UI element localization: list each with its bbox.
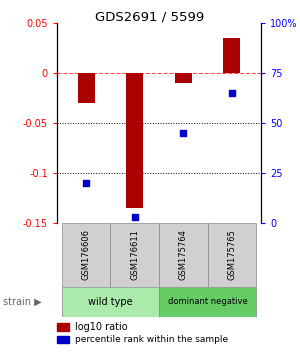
Bar	[62, 223, 110, 287]
Text: dominant negative: dominant negative	[168, 297, 248, 306]
Point	[132, 214, 137, 220]
Text: GDS2691 / 5599: GDS2691 / 5599	[95, 11, 205, 24]
Bar	[57, 323, 69, 331]
Bar	[110, 223, 159, 287]
Text: GSM175764: GSM175764	[179, 229, 188, 280]
Bar	[62, 287, 159, 317]
Point	[181, 130, 186, 136]
Text: GSM175765: GSM175765	[227, 229, 236, 280]
Text: strain ▶: strain ▶	[3, 297, 42, 307]
Bar	[159, 287, 256, 317]
Bar	[224, 38, 240, 73]
Bar	[175, 73, 192, 83]
Bar	[57, 336, 69, 343]
Point	[84, 180, 88, 186]
Point	[230, 90, 234, 96]
Text: percentile rank within the sample: percentile rank within the sample	[75, 335, 228, 344]
Bar	[159, 223, 208, 287]
Text: log10 ratio: log10 ratio	[75, 322, 128, 332]
Bar	[208, 223, 256, 287]
Bar	[126, 73, 143, 208]
Text: wild type: wild type	[88, 297, 133, 307]
Text: GSM176606: GSM176606	[82, 229, 91, 280]
Text: GSM176611: GSM176611	[130, 229, 139, 280]
Bar	[78, 73, 94, 103]
